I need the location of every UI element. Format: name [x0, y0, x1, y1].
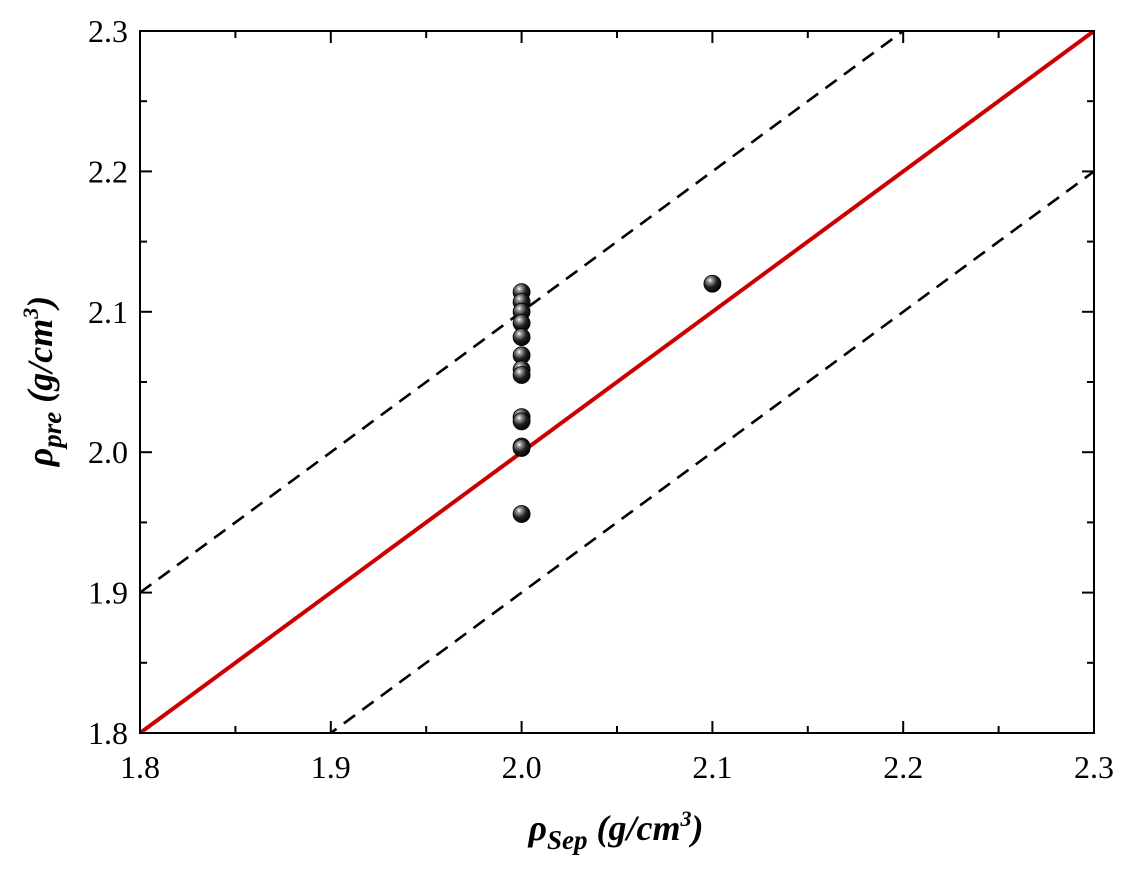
x-axis-subscript: Sep — [547, 825, 588, 855]
y-axis-title: ρpre (g/cm3) — [18, 296, 67, 468]
y-axis-superscript: 3 — [18, 308, 43, 320]
y-tick-label: 1.9 — [88, 575, 128, 611]
data-point — [703, 274, 722, 293]
y-axis-symbol: ρ — [20, 448, 60, 468]
x-axis-symbol: ρ — [527, 808, 547, 848]
bound-line-2 — [328, 170, 1094, 733]
x-axis-title: ρSep (g/cm3) — [527, 806, 703, 855]
y-tick-label: 2.0 — [88, 434, 128, 470]
identity-line — [140, 31, 1094, 733]
data-point — [512, 439, 531, 457]
data-point — [512, 328, 531, 346]
y-tick-label: 2.1 — [88, 294, 128, 330]
y-axis-unit-close: ) — [20, 296, 60, 311]
x-axis-unit-open: (g/cm — [588, 808, 681, 848]
x-tick-label: 2.2 — [883, 749, 923, 785]
x-tick-label: 2.1 — [692, 749, 732, 785]
x-axis-unit-close: ) — [689, 808, 704, 848]
x-tick-label: 1.8 — [120, 749, 160, 785]
bound-line-1 — [140, 31, 906, 594]
data-point — [512, 505, 531, 523]
plot-frame — [139, 30, 1095, 734]
x-tick-label: 1.9 — [311, 749, 351, 785]
data-points — [512, 274, 722, 523]
y-tick-label: 2.2 — [88, 153, 128, 189]
x-tick-label: 2.3 — [1074, 749, 1114, 785]
data-point — [512, 412, 531, 431]
y-tick-label: 2.3 — [88, 13, 128, 49]
y-axis-subscript: pre — [37, 412, 67, 450]
y-tick-label: 1.8 — [88, 715, 128, 751]
x-tick-label: 2.0 — [502, 749, 542, 785]
tick-labels: 1.8 1.9 2.0 2.1 2.2 2.3 1.8 1.9 2.0 2.1 2.2 2.3 — [88, 13, 1114, 785]
y-axis-unit-open: (g/cm — [20, 319, 60, 412]
reference-lines — [140, 31, 1094, 733]
data-point — [512, 366, 531, 384]
x-axis-superscript: 3 — [680, 806, 692, 831]
